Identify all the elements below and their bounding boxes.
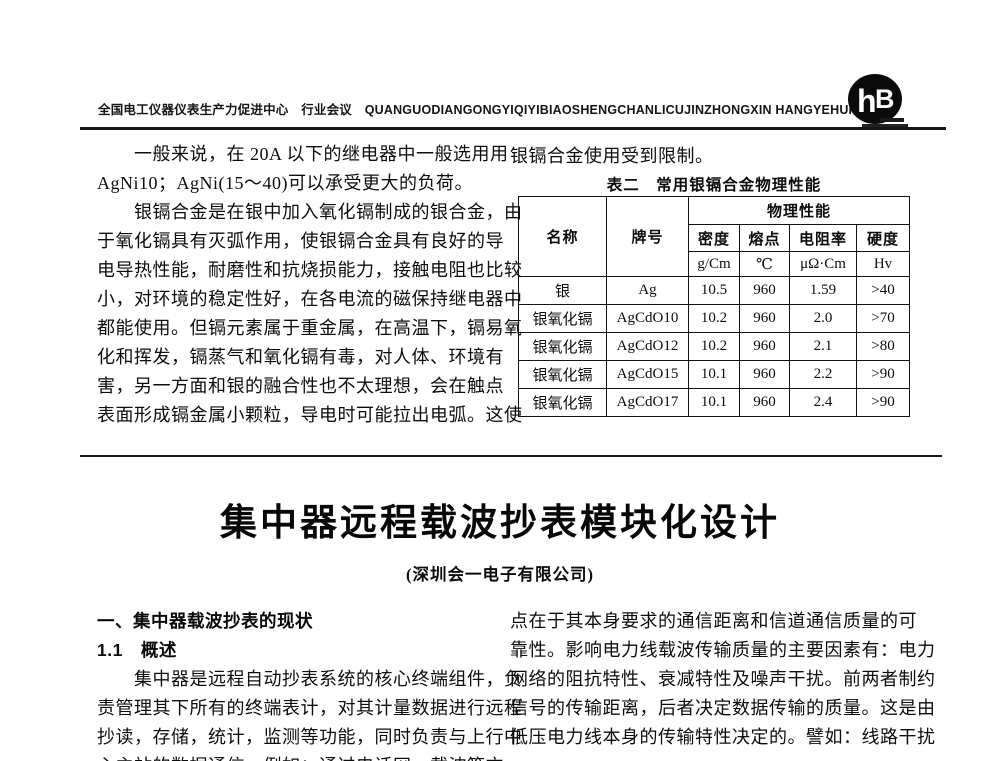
body-line: 点在于其本身要求的通信距离和信道通信质量的可	[510, 611, 917, 631]
table-row: 银氧化镉 AgCdO10 10.2 960 2.0 >70	[518, 304, 911, 333]
article2-title: 集中器远程载波抄表模块化设计	[220, 502, 780, 543]
section-divider	[80, 455, 942, 457]
article2-right-column: 点在于其本身要求的通信距离和信道通信质量的可 靠性。影响电力线载波传输质量的主要…	[510, 607, 936, 752]
body-line: 抄读，存储，统计，监测等功能，同时负责与上行中	[97, 727, 523, 747]
body-line: 害，另一方面和银的融合性也不太理想，会在触点	[97, 376, 504, 396]
alloy-properties-table: 名称 牌号 物理性能 密度 熔点 电阻率 硬度 g/Cm ℃ μΩ·Cm Hv …	[518, 196, 911, 417]
article1-right-intro: 银镉合金使用受到限制。	[510, 142, 930, 171]
body-line-clipped: 心主站的数据通信，例如：通过电话网、载波等方	[97, 752, 509, 761]
col-header-brand: 牌号	[606, 196, 689, 277]
col-header-density: 密度	[688, 224, 740, 252]
table-caption: 表二 常用银镉合金物理性能	[606, 177, 822, 194]
col-header-melting: 熔点	[739, 224, 790, 252]
article2-left-column: 一、集中器载波抄表的现状 1.1 概述 集中器是远程自动抄表系统的核心终端组件，…	[97, 607, 523, 761]
col-group-header: 物理性能	[687, 196, 911, 225]
article1-left-column: 一般来说，在 20A 以下的继电器中一般选用用 AgNi10；AgNi(15～4…	[97, 140, 523, 430]
col-header-hardness: 硬度	[855, 224, 911, 252]
article2-affiliation: (深圳会一电子有限公司)	[406, 565, 594, 584]
body-line: 网络的阻抗特性、衰减特性及噪声干扰。前两者制约	[510, 669, 936, 689]
col-header-name: 名称	[518, 196, 607, 277]
body-line: 都能使用。但镉元素属于重金属，在高温下，镉易氧	[97, 318, 523, 338]
body-line: 于氧化镉具有灭弧作用，使银镉合金具有良好的导	[97, 231, 504, 251]
body-line: 低压电力线本身的传输特性决定的。譬如：线路干扰	[510, 727, 936, 747]
section-heading-1: 一、集中器载波抄表的现状	[97, 611, 313, 631]
unit-cell: μΩ·Cm	[789, 251, 857, 277]
body-line: 表面形成镉金属小颗粒，导电时可能拉出电弧。这使	[97, 405, 523, 425]
unit-cell: Hv	[855, 251, 911, 277]
body-line: 信号的传输距离，后者决定数据传输的质量。这是由	[510, 698, 936, 718]
body-line: 银镉合金使用受到限制。	[510, 146, 714, 166]
logo-caption-mark	[862, 124, 908, 127]
col-header-resistivity: 电阻率	[789, 224, 857, 252]
logo-caption-mark2	[880, 118, 904, 122]
body-line: 靠性。影响电力线载波传输质量的主要因素有：电力	[510, 640, 936, 660]
svg-text:B: B	[875, 84, 895, 114]
body-line: AgNi10；AgNi(15～40)可以承受更大的负荷。	[97, 173, 473, 193]
body-line: 责管理其下所有的终端表计，对其计量数据进行远程	[97, 698, 523, 718]
body-line: 化和挥发，镉蒸气和氧化镉有毒，对人体、环境有	[97, 347, 504, 367]
table-row: 银氧化镉 AgCdO15 10.1 960 2.2 >90	[518, 360, 911, 389]
body-line: 银镉合金是在银中加入氧化镉制成的银合金，由	[97, 202, 523, 222]
body-line: 小，对环境的稳定性好，在各电流的磁保持继电器中	[97, 289, 523, 309]
body-line: 集中器是远程自动抄表系统的核心终端组件，负	[97, 669, 523, 689]
table-row: 银 Ag 10.5 960 1.59 >40	[518, 276, 911, 305]
section-heading-1-1: 1.1 概述	[97, 640, 177, 660]
svg-text:h: h	[857, 83, 877, 119]
body-line: 一般来说，在 20A 以下的继电器中一般选用用	[97, 144, 509, 164]
header-org-line: 全国电工仪器仪表生产力促进中心 行业会议 QUANGUODIANGONGYIQI…	[98, 103, 865, 117]
org-logo-icon: h B	[845, 72, 909, 130]
table-row: 银氧化镉 AgCdO12 10.2 960 2.1 >80	[518, 332, 911, 361]
table-row: 银氧化镉 AgCdO17 10.1 960 2.4 >90	[518, 388, 911, 417]
unit-cell: ℃	[739, 251, 790, 277]
body-line: 电导热性能，耐磨性和抗烧损能力，接触电阻也比较	[97, 260, 523, 280]
unit-cell: g/Cm	[688, 251, 740, 277]
header-divider	[80, 127, 946, 130]
